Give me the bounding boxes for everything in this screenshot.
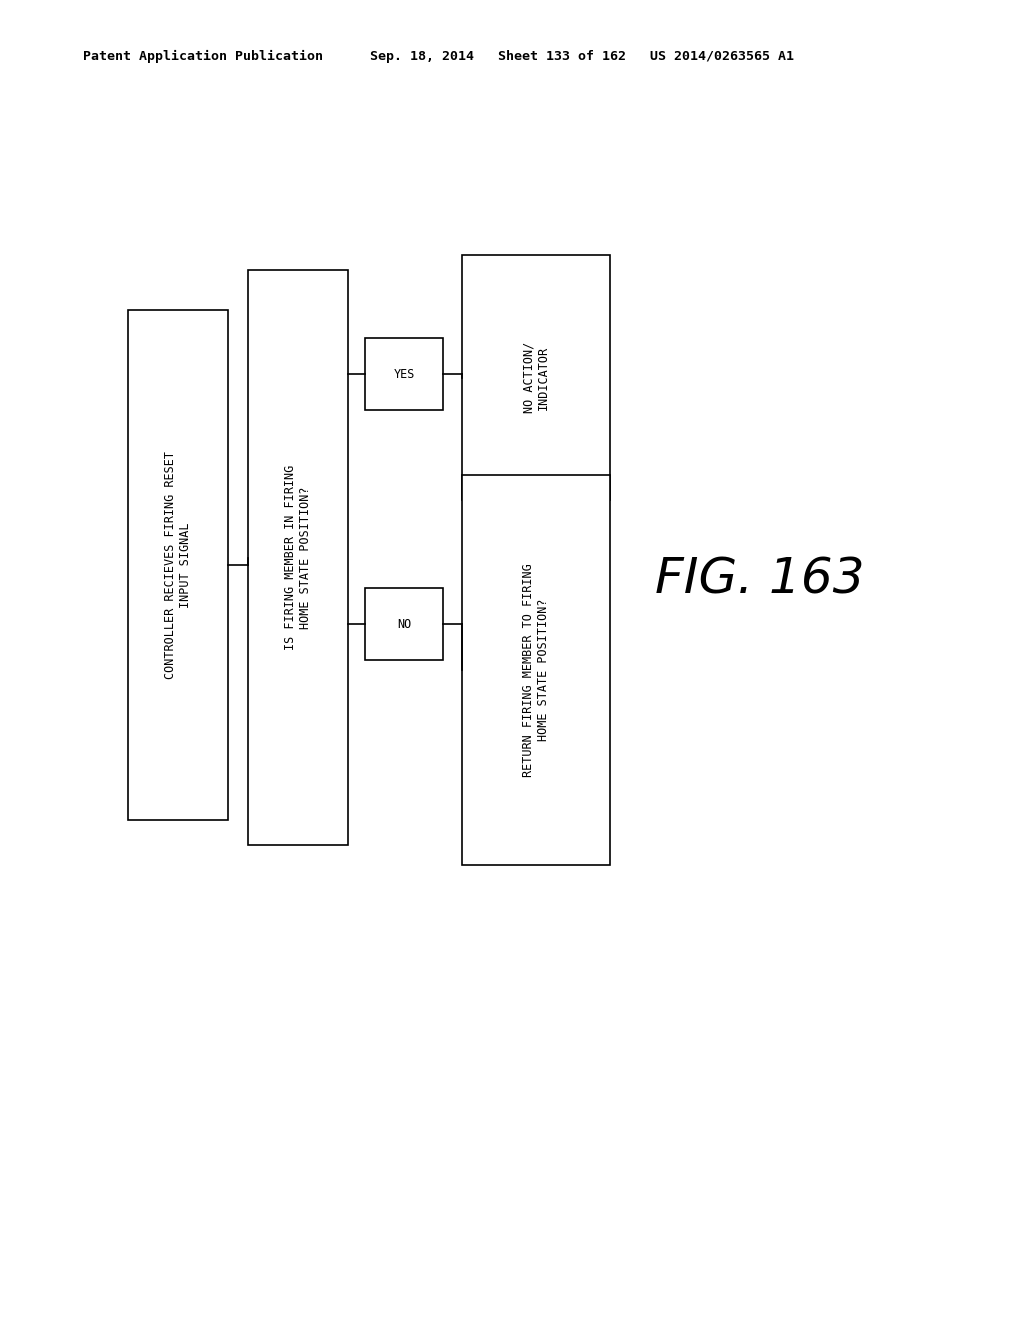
Text: Sep. 18, 2014   Sheet 133 of 162   US 2014/0263565 A1: Sep. 18, 2014 Sheet 133 of 162 US 2014/0… (370, 50, 794, 63)
Text: YES: YES (393, 367, 415, 380)
Text: RETURN FIRING MEMBER TO FIRING
HOME STATE POSITION?: RETURN FIRING MEMBER TO FIRING HOME STAT… (522, 564, 550, 777)
Text: NO ACTION/
INDICATOR: NO ACTION/ INDICATOR (522, 342, 550, 413)
Text: IS FIRING MEMBER IN FIRING
HOME STATE POSITION?: IS FIRING MEMBER IN FIRING HOME STATE PO… (284, 465, 312, 651)
Text: CONTROLLER RECIEVES FIRING RESET
INPUT SIGNAL: CONTROLLER RECIEVES FIRING RESET INPUT S… (164, 451, 193, 678)
Bar (365, 338, 443, 411)
Text: Patent Application Publication: Patent Application Publication (83, 50, 323, 63)
Text: NO: NO (397, 618, 411, 631)
Bar (462, 255, 610, 500)
Text: FIG. 163: FIG. 163 (655, 556, 865, 605)
Bar (462, 475, 610, 865)
Bar (128, 310, 228, 820)
Bar (248, 271, 348, 845)
Bar (365, 587, 443, 660)
